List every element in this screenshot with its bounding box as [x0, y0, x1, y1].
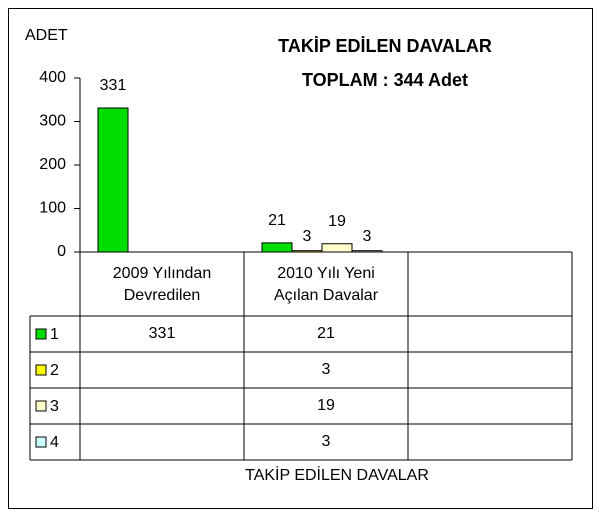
chart-subtitle: TOPLAM : 344 Adet [302, 70, 468, 90]
bar [321, 243, 353, 253]
value-label: 3 [303, 228, 312, 245]
value-label: 331 [100, 77, 127, 94]
y-tick-label: 0 [57, 243, 66, 260]
chart-border [8, 8, 593, 509]
legend-swatch [35, 436, 47, 448]
legend-label: 2 [50, 362, 59, 379]
table-value: 3 [322, 433, 331, 450]
legend-swatch [35, 328, 47, 340]
legend-label: 4 [50, 434, 59, 451]
bar [261, 242, 293, 253]
table-value: 331 [149, 325, 176, 342]
value-label: 21 [268, 212, 286, 229]
legend-swatch [35, 400, 47, 412]
table-value: 3 [322, 361, 331, 378]
table-value: 21 [317, 325, 335, 342]
legend-swatch [35, 364, 47, 376]
table-value: 19 [317, 397, 335, 414]
x-tick-label: 2010 Yılı Yeni Açılan Davalar [273, 265, 379, 304]
y-tick-label: 400 [39, 69, 66, 86]
value-label: 19 [328, 213, 346, 230]
bar [97, 107, 129, 253]
y-tick-label: 100 [39, 200, 66, 217]
chart-title: TAKİP EDİLEN DAVALAR [278, 36, 492, 56]
legend-label: 1 [50, 326, 59, 343]
y-axis-label: ADET [25, 27, 68, 44]
value-label: 3 [363, 228, 372, 245]
legend-label: 3 [50, 398, 59, 415]
y-tick-label: 200 [39, 156, 66, 173]
y-tick-label: 300 [39, 113, 66, 130]
x-tick-label: 2009 Yılından Devredilen [112, 265, 212, 304]
x-axis-label: TAKİP EDİLEN DAVALAR [245, 465, 429, 484]
